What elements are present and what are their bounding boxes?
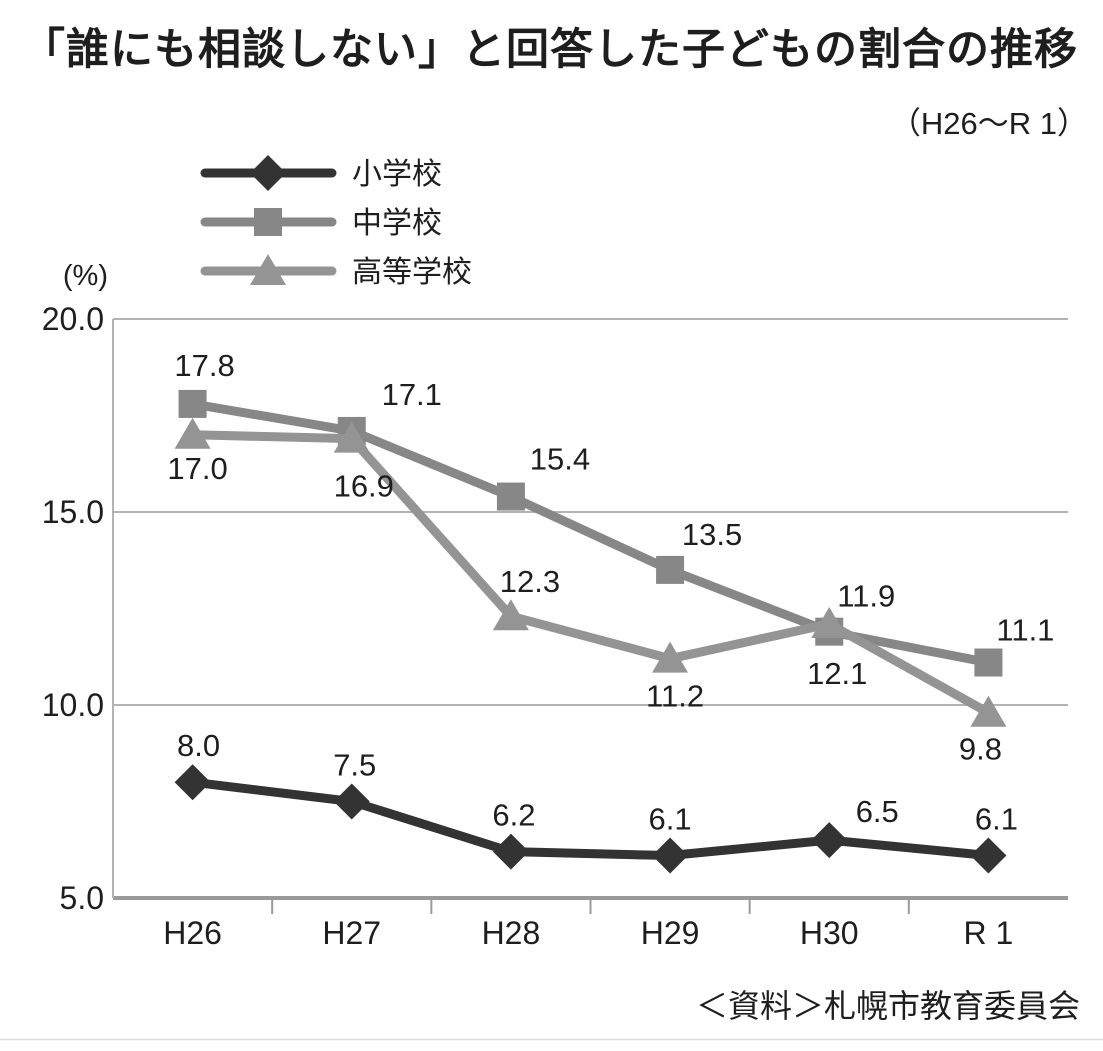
chart-title: 「誰にも相談しない」と回答した子どもの割合の推移: [22, 26, 1078, 74]
gridlines: [112, 318, 1068, 900]
square-marker-junior-high-school: [178, 389, 207, 418]
data-series: 17.8 17.1 15.4 13.5 11.9 11.1 17.0 16.9 12.3 11.2…: [167, 348, 1054, 874]
x-tick-label-H29: H29: [641, 915, 700, 951]
diamond-marker-elementary-school: [652, 837, 689, 874]
source-label: ＜資料＞札幌市教育委員会: [696, 988, 1080, 1024]
x-axis: H26 H27 H28 H29 H30 R 1: [163, 898, 1013, 951]
data-label-elementary-school: 6.2: [492, 798, 535, 833]
square-marker-junior-high-school: [496, 482, 525, 511]
data-label-junior-high-school: 15.4: [530, 442, 590, 477]
diamond-marker-elementary-school: [492, 833, 529, 870]
legend-item-junior-high-school: 中学校: [200, 207, 442, 240]
data-label-junior-high-school: 13.5: [682, 517, 742, 552]
data-label-high-school: 16.9: [334, 469, 394, 504]
legend-label-high-school: 高等学校: [352, 256, 472, 289]
diamond-marker-elementary-school: [811, 822, 848, 859]
x-tick-label-H27: H27: [322, 915, 381, 951]
data-label-junior-high-school: 11.9: [837, 579, 895, 614]
diamond-marker-elementary-school: [333, 783, 370, 820]
data-label-junior-high-school: 11.1: [996, 613, 1054, 648]
triangle-marker-high-school: [174, 417, 211, 449]
legend-item-high-school: 高等学校: [200, 254, 472, 289]
series-elementary-school: 8.0 7.5 6.2 6.1 6.5 6.1: [174, 728, 1018, 874]
y-axis: 20.0 15.0 10.0 5.0: [42, 301, 104, 916]
data-label-high-school: 12.3: [500, 564, 560, 599]
triangle-marker-high-school: [652, 641, 689, 673]
series-line-junior-high-school: [188, 399, 993, 668]
diamond-marker-elementary-school: [970, 837, 1007, 874]
triangle-marker-high-school: [811, 606, 848, 638]
data-label-elementary-school: 6.1: [649, 802, 692, 837]
data-label-high-school: 9.8: [959, 732, 1002, 767]
chart-subtitle: （H26～R 1）: [890, 106, 1088, 141]
data-label-junior-high-school: 17.8: [174, 348, 234, 383]
data-label-high-school: 12.1: [807, 656, 867, 691]
triangle-marker-high-school: [333, 421, 370, 453]
legend-item-elementary-school: 小学校: [200, 155, 442, 191]
x-tick-label-H26: H26: [163, 915, 222, 951]
x-tick-label-H30: H30: [800, 915, 859, 951]
data-label-high-school: 17.0: [167, 451, 227, 486]
y-tick-label-20.0: 20.0: [42, 301, 104, 337]
data-label-elementary-school: 6.1: [975, 802, 1018, 837]
data-label-elementary-school: 8.0: [177, 728, 220, 763]
square-marker-junior-high-school: [974, 648, 1003, 677]
triangle-marker-high-school: [970, 695, 1007, 727]
data-label-elementary-school: 6.5: [856, 794, 899, 829]
data-label-elementary-school: 7.5: [333, 748, 376, 783]
data-label-high-school: 11.2: [646, 679, 704, 714]
data-label-junior-high-school: 17.1: [382, 377, 442, 412]
legend-square-icon: [254, 208, 282, 236]
legend-label-elementary-school: 小学校: [352, 158, 442, 191]
legend-triangle-icon: [250, 254, 286, 285]
series-high-school: 17.0 16.9 12.3 11.2 12.1 9.8: [167, 417, 1007, 767]
square-marker-junior-high-school: [656, 555, 685, 584]
triangle-marker-high-school: [492, 599, 529, 631]
legend-label-junior-high-school: 中学校: [352, 207, 442, 240]
legend-diamond-icon: [250, 155, 286, 191]
y-tick-label-15.0: 15.0: [42, 494, 104, 530]
series-line-high-school: [188, 430, 993, 718]
series-line-elementary-school: [188, 777, 993, 861]
y-axis-unit-label: (%): [63, 260, 108, 292]
y-tick-label-10.0: 10.0: [42, 687, 104, 723]
y-tick-label-5.0: 5.0: [60, 880, 104, 916]
diamond-marker-elementary-school: [174, 764, 211, 801]
x-tick-label-H28: H28: [482, 915, 541, 951]
x-tick-label-R1: R 1: [964, 915, 1014, 951]
